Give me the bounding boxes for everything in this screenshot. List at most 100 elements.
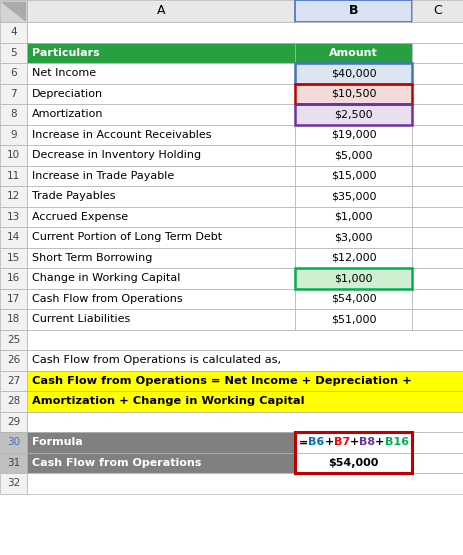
Text: B: B: [348, 4, 357, 18]
Bar: [411, 309, 463, 330]
Bar: [411, 186, 463, 206]
Text: $54,000: $54,000: [330, 294, 375, 304]
Bar: [294, 104, 411, 124]
Bar: [27, 124, 294, 145]
Bar: [294, 309, 411, 330]
Bar: [0, 0, 27, 22]
Text: B7: B7: [333, 437, 349, 447]
Text: 18: 18: [7, 314, 20, 324]
Bar: [411, 432, 463, 452]
Bar: [294, 83, 411, 104]
Bar: [0, 248, 27, 268]
Text: Particulars: Particulars: [32, 48, 100, 58]
Bar: [27, 248, 294, 268]
Text: 7: 7: [10, 89, 17, 99]
Bar: [0, 43, 27, 63]
Bar: [27, 43, 294, 63]
Text: $5,000: $5,000: [333, 150, 372, 160]
Text: Amortization: Amortization: [32, 109, 103, 119]
Text: 31: 31: [7, 458, 20, 468]
Bar: [294, 268, 411, 289]
Text: 14: 14: [7, 232, 20, 242]
Bar: [0, 83, 27, 104]
Bar: [294, 124, 411, 145]
Polygon shape: [2, 2, 25, 20]
Text: B16: B16: [384, 437, 407, 447]
Bar: [0, 63, 27, 83]
Text: Cash Flow from Operations: Cash Flow from Operations: [32, 458, 201, 468]
Text: $19,000: $19,000: [330, 130, 375, 140]
Bar: [27, 83, 294, 104]
Bar: [27, 22, 463, 43]
Bar: [27, 432, 294, 452]
Text: Cash Flow from Operations: Cash Flow from Operations: [32, 294, 182, 304]
Text: 27: 27: [7, 376, 20, 386]
Text: $15,000: $15,000: [330, 171, 375, 181]
Text: 26: 26: [7, 355, 20, 365]
Text: 13: 13: [7, 212, 20, 222]
Text: Cash Flow from Operations = Net Income + Depreciation +: Cash Flow from Operations = Net Income +…: [32, 376, 411, 386]
Text: Formula: Formula: [32, 437, 82, 447]
Bar: [294, 452, 411, 473]
Bar: [0, 432, 27, 452]
Text: Change in Working Capital: Change in Working Capital: [32, 273, 180, 283]
Text: 8: 8: [10, 109, 17, 119]
Bar: [411, 165, 463, 186]
Text: 12: 12: [7, 191, 20, 201]
Bar: [27, 268, 294, 289]
Bar: [0, 268, 27, 289]
Text: $10,500: $10,500: [330, 89, 375, 99]
Text: 11: 11: [7, 171, 20, 181]
Bar: [27, 227, 294, 248]
Bar: [27, 104, 294, 124]
Bar: [0, 186, 27, 206]
Bar: [27, 309, 294, 330]
Text: 28: 28: [7, 396, 20, 406]
Bar: [0, 452, 27, 473]
Bar: [0, 289, 27, 309]
Text: Amount: Amount: [328, 48, 377, 58]
Bar: [27, 63, 294, 83]
Bar: [294, 104, 411, 124]
Bar: [411, 452, 463, 473]
Bar: [27, 391, 463, 411]
Bar: [27, 473, 463, 493]
Bar: [0, 309, 27, 330]
Text: Current Portion of Long Term Debt: Current Portion of Long Term Debt: [32, 232, 222, 242]
Text: A: A: [156, 4, 165, 18]
Bar: [411, 227, 463, 248]
Bar: [0, 473, 27, 493]
Text: $3,000: $3,000: [333, 232, 372, 242]
Bar: [294, 432, 411, 452]
Text: 17: 17: [7, 294, 20, 304]
Bar: [411, 43, 463, 63]
Text: +: +: [349, 437, 358, 447]
Text: Cash Flow from Operations is calculated as,: Cash Flow from Operations is calculated …: [32, 355, 281, 365]
Text: Amortization + Change in Working Capital: Amortization + Change in Working Capital: [32, 396, 304, 406]
Text: =: =: [298, 437, 307, 447]
Text: 10: 10: [7, 150, 20, 160]
Text: Decrease in Inventory Holding: Decrease in Inventory Holding: [32, 150, 200, 160]
Text: 30: 30: [7, 437, 20, 447]
Text: C: C: [433, 4, 441, 18]
Bar: [27, 145, 294, 165]
Text: $1,000: $1,000: [333, 273, 372, 283]
Bar: [27, 186, 294, 206]
Text: Short Term Borrowing: Short Term Borrowing: [32, 253, 152, 263]
Bar: [294, 165, 411, 186]
Bar: [411, 124, 463, 145]
Bar: [411, 0, 463, 22]
Text: $1,000: $1,000: [333, 212, 372, 222]
Text: $35,000: $35,000: [330, 191, 375, 201]
Bar: [411, 104, 463, 124]
Bar: [294, 63, 411, 83]
Bar: [0, 165, 27, 186]
Bar: [294, 145, 411, 165]
Bar: [294, 227, 411, 248]
Bar: [0, 227, 27, 248]
Bar: [0, 22, 27, 43]
Bar: [0, 350, 27, 371]
Bar: [0, 411, 27, 432]
Text: 32: 32: [7, 478, 20, 488]
Text: 5: 5: [10, 48, 17, 58]
